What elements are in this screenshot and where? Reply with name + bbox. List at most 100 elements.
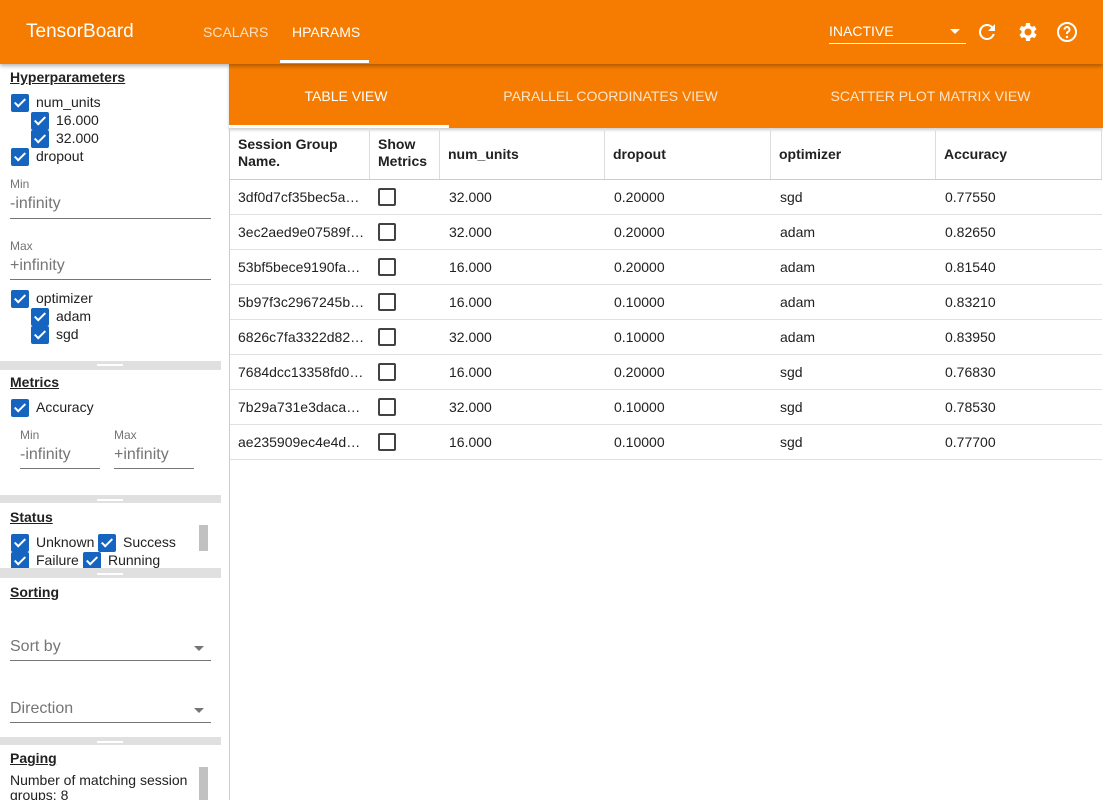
column-header[interactable]: Accuracy <box>936 128 1102 180</box>
table-cell: 16.000 <box>449 364 492 380</box>
column-header[interactable]: Show Metrics <box>370 128 440 180</box>
row-divider <box>230 214 1102 215</box>
select-underline <box>10 722 211 723</box>
row-divider <box>230 249 1102 250</box>
max-input[interactable]: +infinity <box>114 446 169 463</box>
hyperparameters-panel: Hyperparameters num_units 16.000 32.000 … <box>0 64 221 361</box>
direction-select[interactable]: Direction <box>10 700 74 717</box>
checkbox[interactable] <box>31 326 49 344</box>
resize-handle[interactable] <box>97 573 123 575</box>
table-cell: 0.81540 <box>945 259 996 275</box>
sort-by-select[interactable]: Sort by <box>10 638 61 655</box>
select-underline <box>829 43 966 44</box>
panel-title: Sorting <box>10 584 59 600</box>
field-label: Min <box>10 177 30 191</box>
table-cell: adam <box>780 259 816 275</box>
table-cell: 0.82650 <box>945 224 996 240</box>
table-cell: 0.20000 <box>614 189 665 205</box>
table-cell: sgd <box>780 189 803 205</box>
checkbox[interactable] <box>98 534 116 552</box>
row-divider <box>230 354 1102 355</box>
column-header[interactable]: num_units <box>440 128 605 180</box>
resize-handle[interactable] <box>97 364 123 366</box>
input-underline <box>20 468 100 469</box>
input-underline <box>10 279 211 280</box>
select-arrow <box>194 646 204 651</box>
select-underline <box>10 660 211 661</box>
table-cell: 32.000 <box>449 399 492 415</box>
checkbox[interactable] <box>11 94 29 112</box>
view-tab[interactable]: TABLE VIEW <box>304 88 388 104</box>
show-metrics-checkbox[interactable] <box>378 433 396 451</box>
nav-tab[interactable]: HPARAMS <box>292 24 361 40</box>
status-option: Running <box>108 552 161 568</box>
show-metrics-checkbox[interactable] <box>378 398 396 416</box>
checkbox[interactable] <box>11 399 29 417</box>
panel-title: Metrics <box>10 374 60 390</box>
resize-handle[interactable] <box>97 499 123 501</box>
column-header[interactable]: Session Group Name. <box>230 128 370 180</box>
session-name: 3ec2aed9e07589f… <box>238 224 365 240</box>
hparam-label: num_units <box>36 94 101 110</box>
view-tab[interactable]: PARALLEL COORDINATES VIEW <box>503 88 718 104</box>
row-divider <box>230 389 1102 390</box>
session-name: 53bf5bece9190fa… <box>238 259 361 275</box>
hparam-value: 16.000 <box>56 112 99 128</box>
checkbox[interactable] <box>31 130 49 148</box>
metric-label: Accuracy <box>36 399 94 415</box>
scrollbar-thumb[interactable] <box>199 525 208 551</box>
table-cell: adam <box>780 224 816 240</box>
checkbox[interactable] <box>31 112 49 130</box>
app-title: TensorBoard <box>26 21 134 42</box>
settings-button[interactable] <box>1015 20 1039 44</box>
help-button[interactable] <box>1055 20 1079 44</box>
header-divider <box>230 179 1102 180</box>
hparam-value: 32.000 <box>56 130 99 146</box>
column-header[interactable]: optimizer <box>771 128 936 180</box>
session-name: 7b29a731e3daca… <box>238 399 361 415</box>
paging-panel: Paging Number of matching session groups… <box>0 745 221 800</box>
table-cell: 0.10000 <box>614 329 665 345</box>
table-cell: 0.10000 <box>614 434 665 450</box>
min-input[interactable]: -infinity <box>10 195 61 212</box>
view-tab[interactable]: SCATTER PLOT MATRIX VIEW <box>830 88 1031 104</box>
status-option: Success <box>123 534 176 550</box>
table-cell: 0.20000 <box>614 224 665 240</box>
table-cell: 0.20000 <box>614 259 665 275</box>
paging-info: Number of matching session groups: 8 <box>10 772 188 800</box>
show-metrics-checkbox[interactable] <box>378 223 396 241</box>
show-metrics-checkbox[interactable] <box>378 363 396 381</box>
checkbox[interactable] <box>83 552 101 568</box>
run-state-select[interactable]: INACTIVE <box>829 23 894 39</box>
checkbox[interactable] <box>11 552 29 568</box>
view-tabs: TABLE VIEW PARALLEL COORDINATES VIEW SCA… <box>229 64 1103 128</box>
checkbox[interactable] <box>11 148 29 166</box>
refresh-button[interactable] <box>975 20 999 44</box>
table-cell: sgd <box>780 434 803 450</box>
max-input[interactable]: +infinity <box>10 257 65 274</box>
row-divider <box>230 459 1102 460</box>
min-input[interactable]: -infinity <box>20 446 71 463</box>
scrollbar-thumb[interactable] <box>199 767 208 800</box>
input-underline <box>114 468 194 469</box>
active-tab-indicator <box>280 60 369 63</box>
show-metrics-checkbox[interactable] <box>378 258 396 276</box>
hparam-value: adam <box>56 308 92 324</box>
checkbox[interactable] <box>31 308 49 326</box>
show-metrics-checkbox[interactable] <box>378 328 396 346</box>
table-cell: 0.10000 <box>614 294 665 310</box>
show-metrics-checkbox[interactable] <box>378 188 396 206</box>
table-cell: 16.000 <box>449 259 492 275</box>
table-cell: 0.76830 <box>945 364 996 380</box>
nav-tab[interactable]: SCALARS <box>203 24 269 40</box>
resize-handle[interactable] <box>97 741 123 743</box>
checkbox[interactable] <box>11 290 29 308</box>
checkbox[interactable] <box>11 534 29 552</box>
field-label: Max <box>10 239 33 253</box>
column-header[interactable]: dropout <box>605 128 771 180</box>
session-name: 5b97f3c2967245b… <box>238 294 365 310</box>
session-name: 7684dcc13358fd0… <box>238 364 364 380</box>
select-arrow <box>194 708 204 713</box>
show-metrics-checkbox[interactable] <box>378 293 396 311</box>
